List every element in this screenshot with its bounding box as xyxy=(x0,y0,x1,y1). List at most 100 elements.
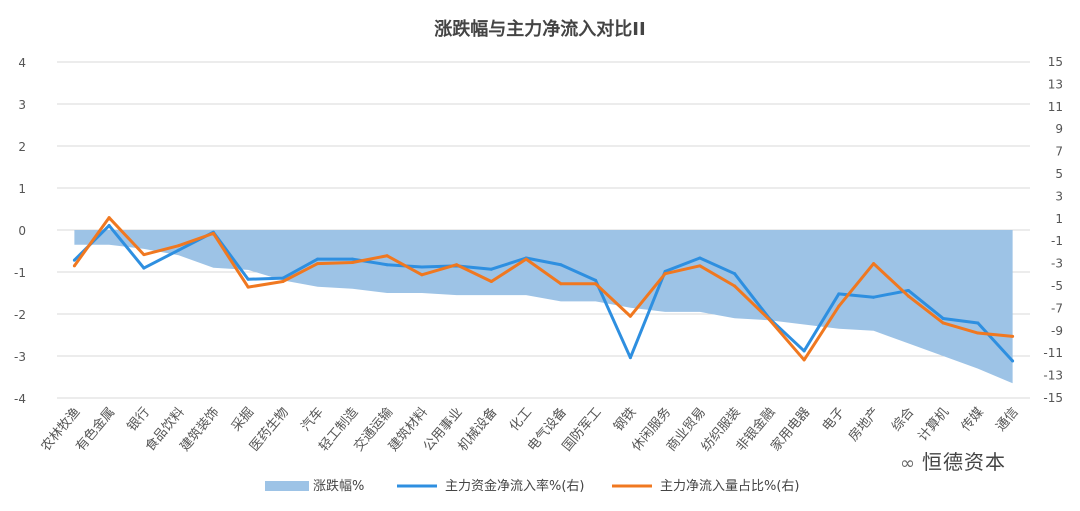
right-tick-label: 3 xyxy=(1055,189,1063,203)
right-tick-label: -1 xyxy=(1051,234,1063,248)
line-point xyxy=(107,216,111,220)
line-point xyxy=(350,260,354,264)
line-point xyxy=(941,316,945,320)
line-point xyxy=(837,304,841,308)
line-point xyxy=(281,280,285,284)
x-category-label: 化工 xyxy=(507,405,535,435)
line-point xyxy=(72,264,76,268)
line-point xyxy=(350,257,354,261)
right-tick-label: -3 xyxy=(1051,257,1063,271)
line-point xyxy=(316,262,320,266)
watermark: ∞ 恒德资本 xyxy=(900,446,1006,475)
legend-swatch xyxy=(265,481,309,491)
right-tick-label: 13 xyxy=(1048,77,1063,91)
right-tick-label: 15 xyxy=(1048,55,1063,69)
line-point xyxy=(802,358,806,362)
legend-label: 主力净流入量占比%(右) xyxy=(660,479,800,494)
line-point xyxy=(906,294,910,298)
left-tick-label: -2 xyxy=(14,308,26,322)
line-series-1 xyxy=(73,224,1014,363)
line-point xyxy=(385,254,389,258)
x-category-label: 通信 xyxy=(993,405,1021,435)
line-point xyxy=(177,244,181,248)
left-tick-label: -3 xyxy=(14,350,26,364)
line-point xyxy=(976,331,980,335)
x-category-label: 银行 xyxy=(125,405,153,435)
line-point xyxy=(142,253,146,257)
line-point xyxy=(142,266,146,270)
area-series-fill xyxy=(74,230,1013,384)
left-tick-label: 4 xyxy=(18,56,26,70)
line-point xyxy=(281,276,285,280)
chart-title: 涨跌幅与主力净流入对比II xyxy=(434,18,645,40)
line-point xyxy=(246,285,250,289)
line-point xyxy=(420,273,424,277)
line-point xyxy=(316,257,320,261)
left-tick-label: -4 xyxy=(14,392,26,406)
line-point xyxy=(594,278,598,282)
area-series-layer xyxy=(74,230,1013,384)
line-point xyxy=(72,258,76,262)
line-point xyxy=(107,224,111,228)
watermark-text: 恒德资本 xyxy=(922,450,1006,474)
left-tick-label: 3 xyxy=(18,98,26,112)
line-point xyxy=(976,321,980,325)
line-point xyxy=(733,272,737,276)
left-tick-label: -1 xyxy=(14,266,26,280)
line-point xyxy=(420,265,424,269)
line-point xyxy=(941,321,945,325)
line-point xyxy=(385,263,389,267)
line-point xyxy=(733,284,737,288)
right-tick-label: -15 xyxy=(1043,391,1063,405)
right-tick-label: -13 xyxy=(1043,369,1063,383)
x-category-label: 汽车 xyxy=(298,404,327,434)
line-point xyxy=(872,262,876,266)
line-point xyxy=(628,356,632,360)
line-point xyxy=(594,282,598,286)
left-axis: 4 3 2 1 0 -1 -2 -3 -4 xyxy=(14,56,26,406)
line-point xyxy=(628,314,632,318)
line-point xyxy=(489,280,493,284)
legend: 涨跌幅% 主力资金净流入率%(右) 主力净流入量占比%(右) xyxy=(265,478,800,494)
left-tick-label: 2 xyxy=(18,140,26,154)
line-point xyxy=(698,256,702,260)
line-series-2 xyxy=(73,216,1013,362)
line-point xyxy=(246,277,250,281)
line-point xyxy=(559,263,563,267)
line-point xyxy=(559,282,563,286)
line-point xyxy=(524,257,528,261)
wechat-icon: ∞ xyxy=(900,453,916,474)
line-point xyxy=(802,349,806,353)
right-tick-label: -5 xyxy=(1051,279,1063,293)
x-category-label: 电子 xyxy=(820,405,848,435)
right-tick-label: 11 xyxy=(1048,100,1063,114)
right-tick-label: 7 xyxy=(1055,145,1063,159)
line-point xyxy=(1011,334,1015,338)
line-point xyxy=(698,264,702,268)
right-tick-label: -9 xyxy=(1051,324,1063,338)
x-category-label: 计算机 xyxy=(916,405,953,445)
line-point xyxy=(211,231,215,235)
legend-label: 涨跌幅% xyxy=(313,478,364,494)
legend-label: 主力资金净流入率%(右) xyxy=(445,478,585,494)
line-point xyxy=(767,318,771,322)
right-tick-label: 5 xyxy=(1055,167,1063,181)
x-category-label: 采掘 xyxy=(229,405,257,435)
x-category-label: 综合 xyxy=(889,405,917,435)
line-point xyxy=(663,272,667,276)
line-point xyxy=(837,292,841,296)
line-series-layer xyxy=(72,216,1015,363)
right-tick-label: 1 xyxy=(1055,212,1063,226)
x-category-label: 钢铁 xyxy=(611,405,639,435)
line-point xyxy=(489,267,493,271)
line-point xyxy=(1011,359,1015,363)
line-point xyxy=(177,248,181,252)
line-point xyxy=(906,288,910,292)
left-tick-label: 0 xyxy=(18,224,26,238)
right-tick-label: -7 xyxy=(1051,301,1063,315)
x-category-label: 传媒 xyxy=(959,405,987,435)
right-tick-label: -11 xyxy=(1043,346,1063,360)
line-point xyxy=(872,295,876,299)
x-category-label: 房地产 xyxy=(845,404,882,444)
